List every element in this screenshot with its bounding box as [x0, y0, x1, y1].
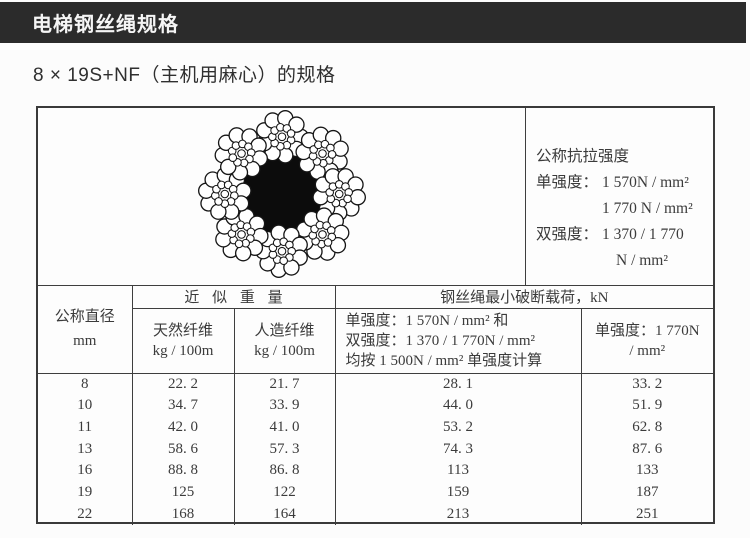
- table-group-header-row: 公称直径 mm 近似重量 钢丝绳最小破断载荷，kN: [38, 286, 714, 374]
- strength-heading: 公称抗拉强度: [536, 148, 630, 165]
- spec-table: 公称直径 mm 近似重量 钢丝绳最小破断载荷，kN 天然纤维 kg / 100m…: [38, 286, 714, 526]
- cell-breaking-dual: 28. 1: [334, 373, 582, 396]
- cell-artificial: 57. 3: [233, 438, 336, 461]
- table-row: 10 34. 7 33. 9 44. 0 51. 9: [38, 395, 714, 417]
- strength-label: [536, 248, 602, 274]
- cell-breaking-single: 133: [580, 460, 714, 483]
- cell-natural: 34. 7: [131, 395, 234, 417]
- header-natural-fiber: 天然纤维 kg / 100m: [131, 308, 234, 374]
- strength-value: 1 570N / mm²: [602, 174, 689, 191]
- cell-breaking-single: 87. 6: [580, 438, 714, 461]
- table-sub-header-row: 天然纤维 kg / 100m 人造纤维 kg / 100m 单强度：1 570N…: [38, 308, 714, 374]
- header-diameter: 公称直径 mm: [38, 286, 132, 374]
- cell-natural: 58. 6: [131, 438, 234, 461]
- strength-line: 双强度： 1 370 / 1 770: [536, 222, 709, 248]
- cell-breaking-single: 62. 8: [580, 416, 714, 439]
- header-min-breaking-load-group: 钢丝绳最小破断载荷，kN: [334, 286, 714, 309]
- cell-breaking-dual: 44. 0: [334, 395, 582, 417]
- header-artificial-fiber: 人造纤维 kg / 100m: [233, 308, 336, 374]
- cell-natural: 22. 2: [131, 373, 234, 396]
- top-section: 公称抗拉强度 单强度： 1 570N / mm² 1 770 N / mm² 双…: [38, 108, 713, 286]
- header-breaking-single-strength: 单强度：1 770N / mm²: [580, 308, 714, 374]
- wire-rope-cross-section-diagram: [194, 106, 370, 287]
- cell-breaking-dual: 213: [334, 503, 582, 526]
- table-row: 13 58. 6 57. 3 74. 3 87. 6: [38, 438, 714, 461]
- cell-breaking-single: 51. 9: [580, 395, 714, 417]
- cell-breaking-single: 33. 2: [580, 373, 714, 396]
- cell-artificial: 21. 7: [233, 373, 336, 396]
- table-row: 19 125 122 159 187: [38, 482, 714, 504]
- table-row: 16 88. 8 86. 8 113 133: [38, 460, 714, 483]
- cell-breaking-single: 187: [580, 482, 714, 504]
- cell-diameter: 11: [77, 418, 92, 435]
- cell-diameter: 10: [77, 397, 93, 414]
- strength-line: 1 770 N / mm²: [536, 196, 709, 222]
- cell-natural: 168: [131, 503, 234, 526]
- strength-label: [536, 196, 602, 222]
- cell-artificial: 164: [233, 503, 336, 526]
- cell-diameter: 8: [81, 375, 89, 392]
- cell-natural: 42. 0: [131, 416, 234, 439]
- cell-diameter: 19: [77, 484, 93, 501]
- cell-diameter: 22: [77, 505, 93, 522]
- strength-line: N / mm²: [536, 248, 709, 274]
- strength-value: 1 370 / 1 770: [602, 226, 684, 243]
- cell-breaking-dual: 159: [334, 482, 582, 504]
- cell-diameter: 13: [77, 440, 93, 457]
- cell-diameter: 16: [77, 462, 93, 479]
- strength-label: 单强度：: [536, 174, 599, 191]
- cell-breaking-dual: 74. 3: [334, 438, 582, 461]
- strength-label: 双强度：: [536, 226, 599, 243]
- cell-breaking-single: 251: [580, 503, 714, 526]
- cell-natural: 125: [131, 482, 234, 504]
- cell-natural: 88. 8: [131, 460, 234, 483]
- table-row: 22 168 164 213 251: [38, 503, 714, 526]
- cell-artificial: 122: [233, 482, 336, 504]
- cell-artificial: 41. 0: [233, 416, 336, 439]
- cell-artificial: 33. 9: [233, 395, 336, 417]
- header-breaking-dual-strength: 单强度：1 570N / mm² 和 双强度：1 370 / 1 770N / …: [334, 308, 582, 374]
- table-row: 11 42. 0 41. 0 53. 2 62. 8: [38, 416, 714, 439]
- cell-breaking-dual: 113: [334, 460, 582, 483]
- strength-value: N / mm²: [616, 252, 669, 269]
- header-approx-weight-group: 近似重量: [131, 286, 336, 309]
- strength-line: 单强度： 1 570N / mm²: [536, 170, 709, 196]
- spec-box: 公称抗拉强度 单强度： 1 570N / mm² 1 770 N / mm² 双…: [36, 106, 715, 526]
- table-row: 8 22. 2 21. 7 28. 1 33. 2: [38, 373, 714, 396]
- strength-note: 公称抗拉强度 单强度： 1 570N / mm² 1 770 N / mm² 双…: [525, 108, 713, 285]
- diagram-cell: [38, 108, 525, 285]
- title-bar: 电梯钢丝绳规格: [0, 2, 746, 43]
- strength-value: 1 770 N / mm²: [602, 200, 693, 217]
- page-title: 电梯钢丝绳规格: [32, 14, 179, 36]
- cell-breaking-dual: 53. 2: [334, 416, 582, 439]
- subtitle: 8 × 19S+NF（主机用麻心）的规格: [33, 65, 336, 86]
- cell-artificial: 86. 8: [233, 460, 336, 483]
